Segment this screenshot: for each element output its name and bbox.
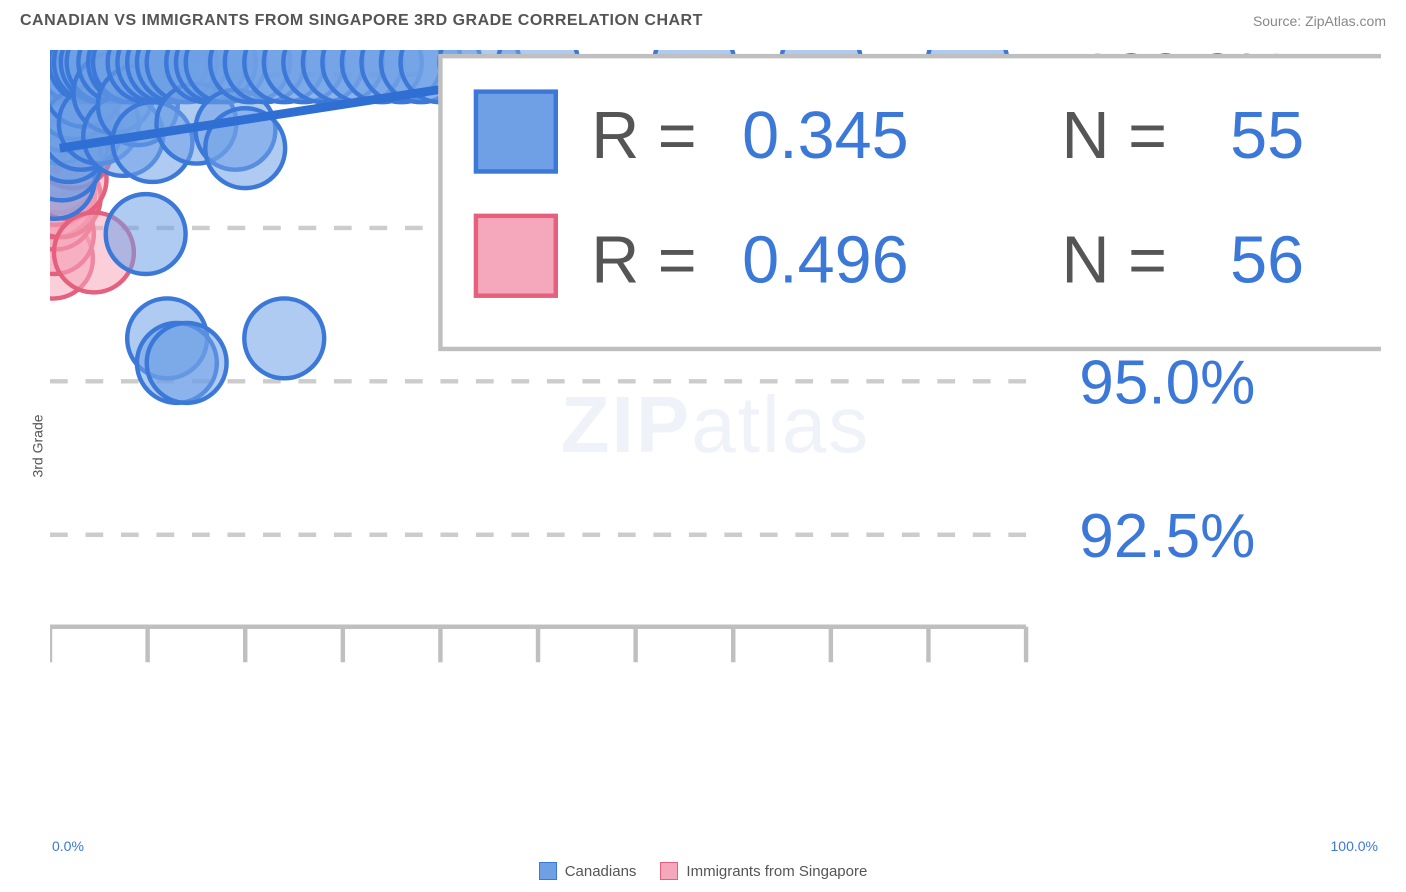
svg-text:R =: R = xyxy=(591,223,696,297)
svg-text:R =: R = xyxy=(591,99,696,173)
legend-label: Immigrants from Singapore xyxy=(686,863,867,880)
scatter-plot: 100.0%97.5%95.0%92.5%R =0.345N =55R =0.4… xyxy=(50,50,1381,716)
svg-text:0.496: 0.496 xyxy=(742,223,909,297)
svg-text:92.5%: 92.5% xyxy=(1079,502,1255,571)
svg-text:0.345: 0.345 xyxy=(742,99,909,173)
x-axis-min-label: 0.0% xyxy=(52,838,84,854)
svg-text:N =: N = xyxy=(1062,223,1167,297)
legend-swatch-icon xyxy=(660,862,678,880)
chart-title: CANADIAN VS IMMIGRANTS FROM SINGAPORE 3R… xyxy=(20,12,703,30)
y-axis-label: 3rd Grade xyxy=(30,414,46,477)
svg-text:95.0%: 95.0% xyxy=(1079,349,1255,418)
chart-area: 100.0%97.5%95.0%92.5%R =0.345N =55R =0.4… xyxy=(50,50,1381,832)
source-label: Source: ZipAtlas.com xyxy=(1253,13,1386,29)
legend-item-immigrants: Immigrants from Singapore xyxy=(660,862,867,880)
legend-item-canadians: Canadians xyxy=(539,862,637,880)
svg-text:55: 55 xyxy=(1230,99,1304,173)
x-axis-max-label: 100.0% xyxy=(1331,838,1378,854)
legend-label: Canadians xyxy=(565,863,637,880)
svg-text:N =: N = xyxy=(1062,99,1167,173)
chart-header: CANADIAN VS IMMIGRANTS FROM SINGAPORE 3R… xyxy=(0,0,1406,38)
legend-swatch-icon xyxy=(539,862,557,880)
bottom-legend: Canadians Immigrants from Singapore xyxy=(0,862,1406,880)
svg-text:56: 56 xyxy=(1230,223,1304,297)
